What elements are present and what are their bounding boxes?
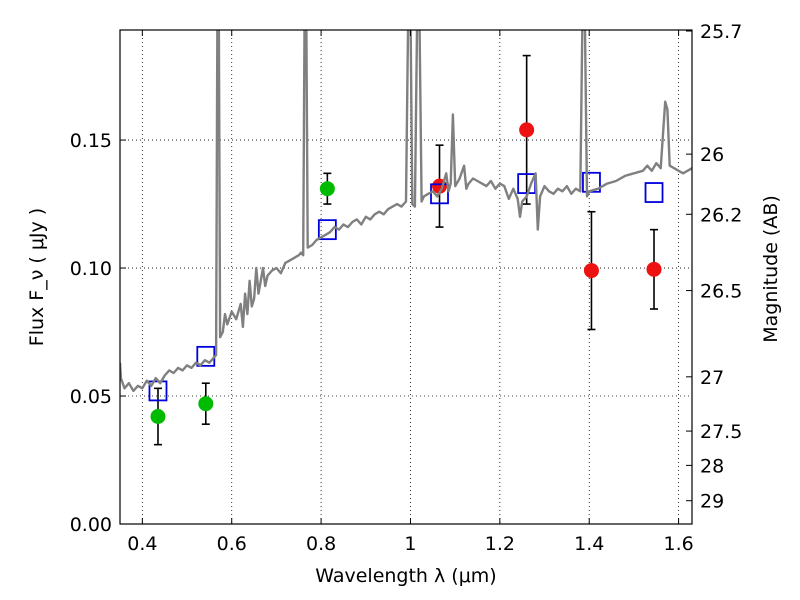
data-point: [646, 261, 662, 277]
model-point: [317, 219, 337, 241]
right-tick-label: 27: [700, 367, 724, 389]
right-tick-label: 28: [700, 455, 724, 477]
y-tick-label: 0.10: [70, 258, 112, 280]
right-tick-label: 25.7: [700, 21, 742, 43]
plot-area: [120, 30, 692, 446]
y-tick-label: 0.05: [70, 386, 112, 408]
data-point: [519, 122, 535, 138]
right-tick-label: 26.2: [700, 204, 742, 226]
right-axis-label: Magnitude (AB): [760, 195, 782, 343]
model-point: [644, 182, 664, 203]
data-point: [198, 396, 214, 412]
x-tick-label: 1.4: [574, 533, 604, 555]
y-tick-label: 0.15: [70, 130, 112, 152]
model-point: [430, 183, 449, 205]
x-tick-label: 0.8: [306, 533, 336, 555]
y-axis-label: Flux F_ν ( μJy ): [26, 208, 48, 346]
y-tick-label: 0.00: [70, 514, 112, 536]
model-point: [196, 345, 216, 367]
axis-ticks: 0.4 0.6 0.8 1 1.2 1.4 1.6 0.00 0.05 0.10 0.15 25.7 2…: [70, 21, 743, 555]
plot-frame: [119, 29, 693, 525]
data-point: [583, 263, 599, 279]
spectrum-line: [120, 30, 692, 393]
x-tick-label: 1: [404, 533, 416, 555]
x-tick-label: 0.4: [127, 533, 157, 555]
right-tick-label: 27.5: [700, 421, 742, 443]
x-tick-label: 0.6: [217, 533, 247, 555]
right-tick-label: 29: [700, 491, 724, 513]
x-axis-label: Wavelength λ (μm): [315, 565, 496, 587]
x-tick-label: 1.6: [663, 533, 693, 555]
right-tick-label: 26.5: [700, 281, 742, 303]
data-point: [150, 408, 166, 424]
x-tick-label: 1.2: [485, 533, 515, 555]
data-point: [319, 181, 335, 197]
right-tick-label: 26: [700, 144, 724, 166]
